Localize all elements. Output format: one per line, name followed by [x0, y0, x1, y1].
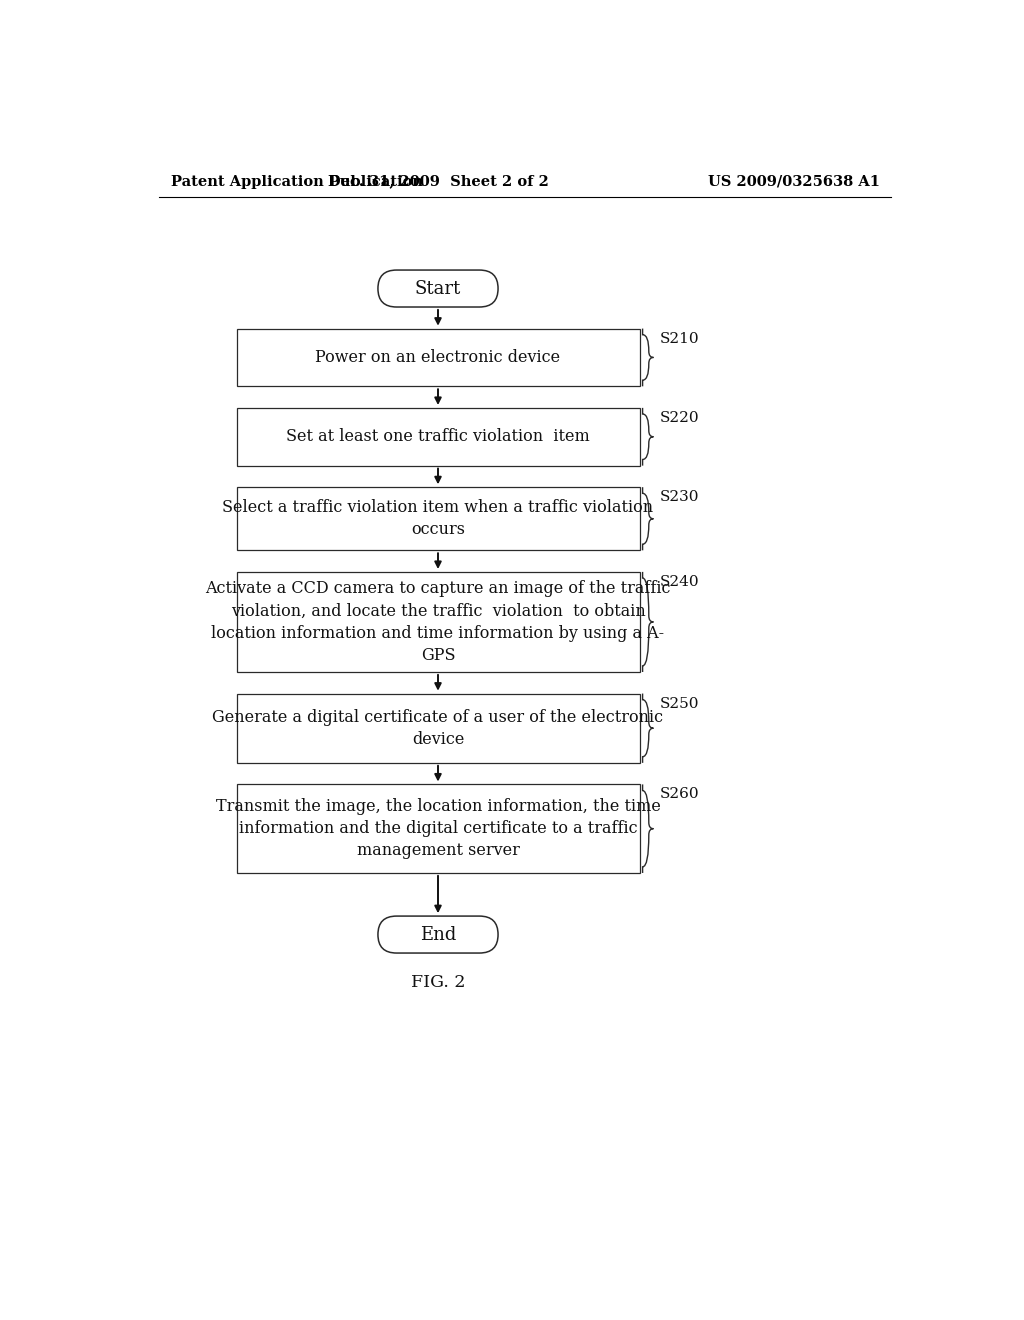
- Bar: [237, 408, 640, 466]
- Bar: [237, 487, 640, 550]
- Text: Activate a CCD camera to capture an image of the traffic
violation, and locate t: Activate a CCD camera to capture an imag…: [205, 581, 671, 664]
- Text: S250: S250: [659, 697, 699, 710]
- Bar: [237, 784, 640, 873]
- Text: Select a traffic violation item when a traffic violation
occurs: Select a traffic violation item when a t…: [222, 499, 653, 539]
- Text: Transmit the image, the location information, the time
information and the digit: Transmit the image, the location informa…: [216, 799, 660, 859]
- FancyBboxPatch shape: [378, 271, 498, 308]
- Text: End: End: [420, 925, 456, 944]
- Text: Generate a digital certificate of a user of the electronic
device: Generate a digital certificate of a user…: [212, 709, 664, 748]
- Text: S220: S220: [659, 411, 699, 425]
- Bar: [237, 572, 640, 672]
- Bar: [237, 693, 640, 763]
- Text: Power on an electronic device: Power on an electronic device: [315, 348, 560, 366]
- Text: Set at least one traffic violation  item: Set at least one traffic violation item: [286, 428, 590, 445]
- Text: S260: S260: [659, 788, 699, 801]
- Text: FIG. 2: FIG. 2: [411, 974, 465, 991]
- FancyBboxPatch shape: [378, 916, 498, 953]
- Text: S210: S210: [659, 331, 699, 346]
- Text: Start: Start: [415, 280, 461, 297]
- Bar: [237, 329, 640, 387]
- Text: Patent Application Publication: Patent Application Publication: [171, 174, 423, 189]
- Text: S240: S240: [659, 576, 699, 589]
- Text: S230: S230: [659, 490, 699, 504]
- Text: Dec. 31, 2009  Sheet 2 of 2: Dec. 31, 2009 Sheet 2 of 2: [328, 174, 549, 189]
- Text: US 2009/0325638 A1: US 2009/0325638 A1: [708, 174, 880, 189]
